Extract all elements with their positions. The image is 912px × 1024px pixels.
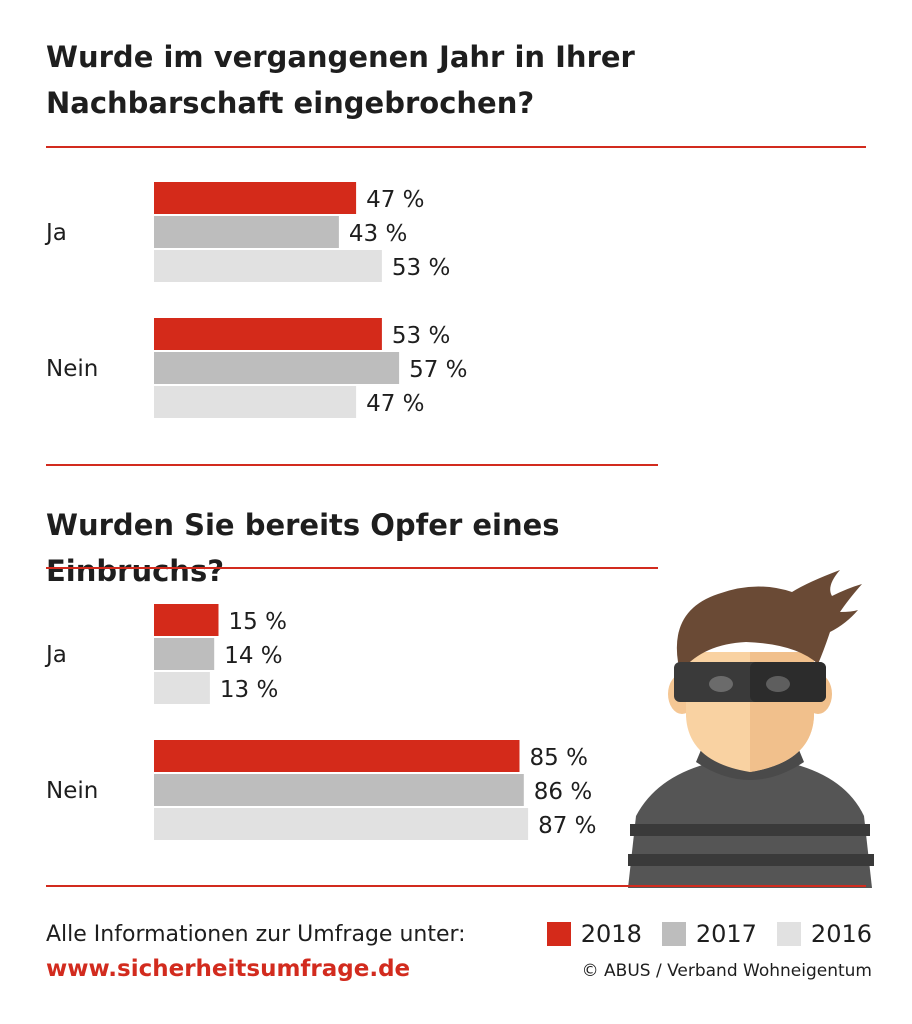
data-label: 15 % bbox=[229, 609, 287, 635]
bar-2017-ja bbox=[154, 638, 215, 670]
bar-2017-nein bbox=[154, 774, 524, 806]
data-label: 47 % bbox=[366, 187, 424, 213]
bar-2018-ja bbox=[154, 604, 219, 636]
bar-2018-ja bbox=[154, 182, 357, 214]
bar-2017-nein bbox=[154, 352, 400, 384]
data-label: 57 % bbox=[409, 357, 467, 383]
category-label: Nein bbox=[46, 778, 98, 804]
data-label: 85 % bbox=[530, 745, 588, 771]
legend-swatch bbox=[661, 922, 686, 946]
bar-2018-nein bbox=[154, 740, 520, 772]
data-label: 86 % bbox=[534, 779, 592, 805]
bar-2017-ja bbox=[154, 216, 339, 248]
bar-2016-nein bbox=[154, 808, 529, 840]
data-label: 13 % bbox=[220, 677, 278, 703]
bar-2016-nein bbox=[154, 386, 357, 418]
category-label: Ja bbox=[44, 642, 67, 668]
bar-2016-ja bbox=[154, 250, 382, 282]
chart-2: Ja 15 % 14 % 13 % Nein 85 % 86 % 87 % bbox=[0, 590, 640, 860]
chart-2-svg: Ja 15 % 14 % 13 % Nein 85 % 86 % 87 % bbox=[44, 604, 597, 840]
legend-label: 2017 bbox=[695, 920, 757, 948]
footer-info-text: Alle Informationen zur Umfrage unter: bbox=[46, 922, 466, 947]
chart-1-title: Wurde im vergangenen Jahr in Ihrer Nachb… bbox=[46, 40, 635, 120]
divider bbox=[46, 567, 658, 569]
divider bbox=[46, 146, 866, 148]
legend-swatch bbox=[776, 922, 801, 946]
category-label: Nein bbox=[46, 356, 98, 382]
survey-link[interactable]: www.sicherheitsumfrage.de bbox=[46, 956, 411, 982]
legend-label: 2018 bbox=[580, 920, 642, 948]
chart-2-title: Wurden Sie bereits Opfer eines Einbruchs… bbox=[46, 508, 560, 588]
legend-item-2018: 2018 bbox=[546, 920, 642, 948]
copyright-text: © ABUS / Verband Wohneigentum bbox=[581, 961, 872, 981]
chart-1-svg: Ja 47 % 43 % 53 % Nein 53 % 57 % 47 % bbox=[44, 182, 468, 418]
legend: 2018 2017 2016 bbox=[546, 920, 872, 948]
data-label: 47 % bbox=[366, 391, 424, 417]
divider bbox=[46, 885, 866, 887]
category-label: Ja bbox=[44, 220, 67, 246]
data-label: 87 % bbox=[538, 813, 596, 839]
divider bbox=[46, 464, 658, 466]
data-label: 53 % bbox=[392, 255, 450, 281]
data-label: 43 % bbox=[349, 221, 407, 247]
bar-2016-ja bbox=[154, 672, 210, 704]
burglar-illustration bbox=[628, 570, 874, 888]
legend-swatch bbox=[546, 922, 571, 946]
legend-item-2017: 2017 bbox=[661, 920, 757, 948]
legend-item-2016: 2016 bbox=[776, 920, 872, 948]
legend-label: 2016 bbox=[810, 920, 872, 948]
data-label: 53 % bbox=[392, 323, 450, 349]
chart-1: Ja 47 % 43 % 53 % Nein 53 % 57 % 47 % bbox=[0, 168, 640, 438]
bar-2018-nein bbox=[154, 318, 382, 350]
data-label: 14 % bbox=[224, 643, 282, 669]
